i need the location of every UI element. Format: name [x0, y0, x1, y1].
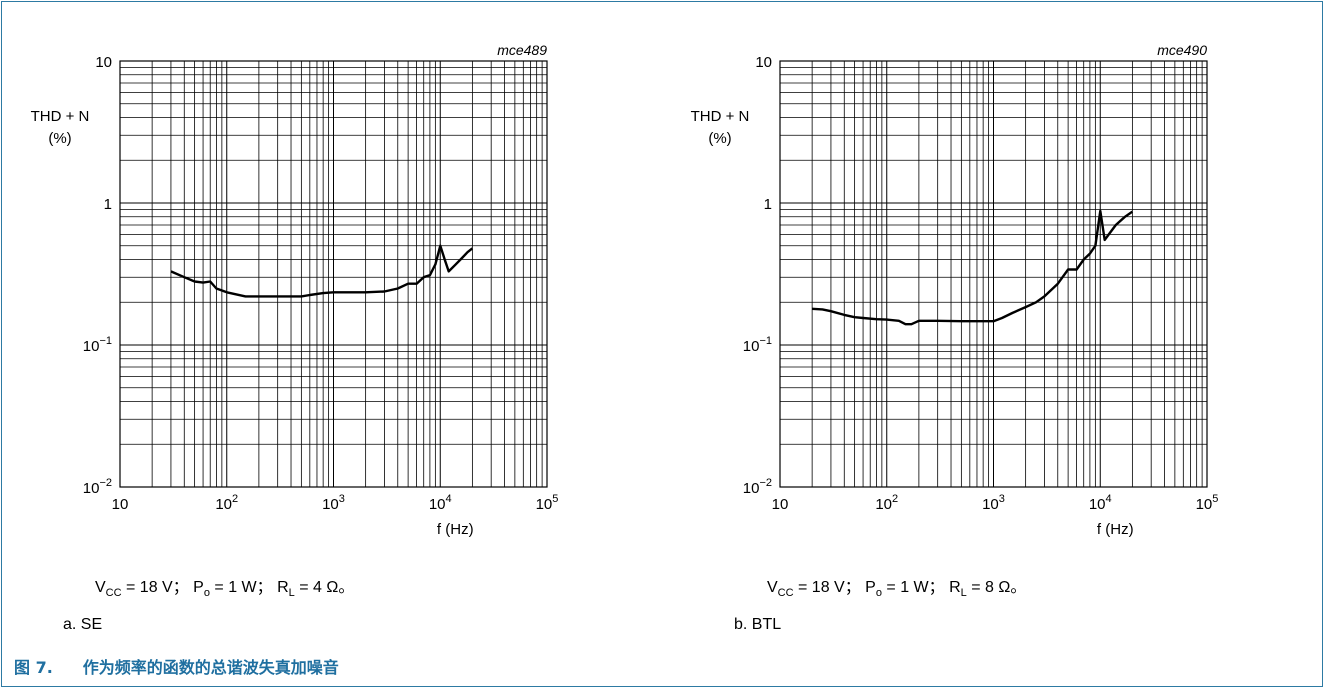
- btl-grid: [779, 61, 1207, 488]
- se-xtick-label: 102: [215, 493, 238, 513]
- se-ylabel-unit: (%): [48, 130, 71, 147]
- chart-btl: 10 102 103 104 105 10 1 10−1 10−2 THD + N (%) f (Hz…: [691, 42, 1219, 538]
- chart-se: 10 102 103 104 105 10 1 10−1 10−2 THD + N (%) f (Hz…: [31, 42, 559, 538]
- btl-plot-border: [779, 60, 1208, 488]
- sublabel-btl: b. BTL: [734, 616, 782, 633]
- btl-xtick-label: 104: [1089, 493, 1112, 513]
- figure-number: 图 7.: [14, 658, 53, 677]
- se-ytick-label: 1: [104, 196, 112, 213]
- btl-xtick-label: 103: [982, 493, 1005, 513]
- btl-xtick-label: 10: [772, 496, 789, 513]
- se-xlabel: f (Hz): [437, 521, 474, 538]
- se-xtick-label: 104: [429, 493, 452, 513]
- btl-series-line: [812, 209, 1134, 326]
- se-id-label: mce489: [497, 42, 547, 58]
- se-ytick-label: 10−1: [83, 335, 112, 355]
- btl-ytick-label: 1: [764, 196, 772, 213]
- btl-ylabel: THD + N: [691, 108, 750, 125]
- btl-ytick-label: 10: [755, 54, 772, 71]
- btl-ylabel-unit: (%): [708, 130, 731, 147]
- se-ytick-label: 10−2: [83, 477, 112, 497]
- se-ytick-label: 10: [95, 54, 112, 71]
- se-ylabel: THD + N: [31, 108, 90, 125]
- se-series-line: [170, 244, 474, 298]
- btl-ytick-label: 10−2: [743, 477, 772, 497]
- conditions-se: VCC = 18 V； Po = 1 W； RL = 4 Ω。: [95, 579, 355, 600]
- figure-caption: 图 7. 作为频率的函数的总谐波失真加噪音: [14, 654, 339, 678]
- btl-xlabel: f (Hz): [1097, 521, 1134, 538]
- btl-id-label: mce490: [1157, 42, 1207, 58]
- se-xtick-label: 103: [322, 493, 345, 513]
- se-grid: [119, 61, 547, 488]
- btl-xtick-label: 105: [1196, 493, 1219, 513]
- conditions-btl: VCC = 18 V； Po = 1 W； RL = 8 Ω。: [767, 579, 1027, 600]
- btl-xtick-label: 102: [875, 493, 898, 513]
- se-xtick-label: 10: [112, 496, 129, 513]
- sublabel-se: a. SE: [63, 616, 103, 633]
- se-xtick-label: 105: [536, 493, 559, 513]
- btl-ytick-label: 10−1: [743, 335, 772, 355]
- se-plot-border: [119, 60, 548, 488]
- figure-title: 作为频率的函数的总谐波失真加噪音: [82, 658, 339, 677]
